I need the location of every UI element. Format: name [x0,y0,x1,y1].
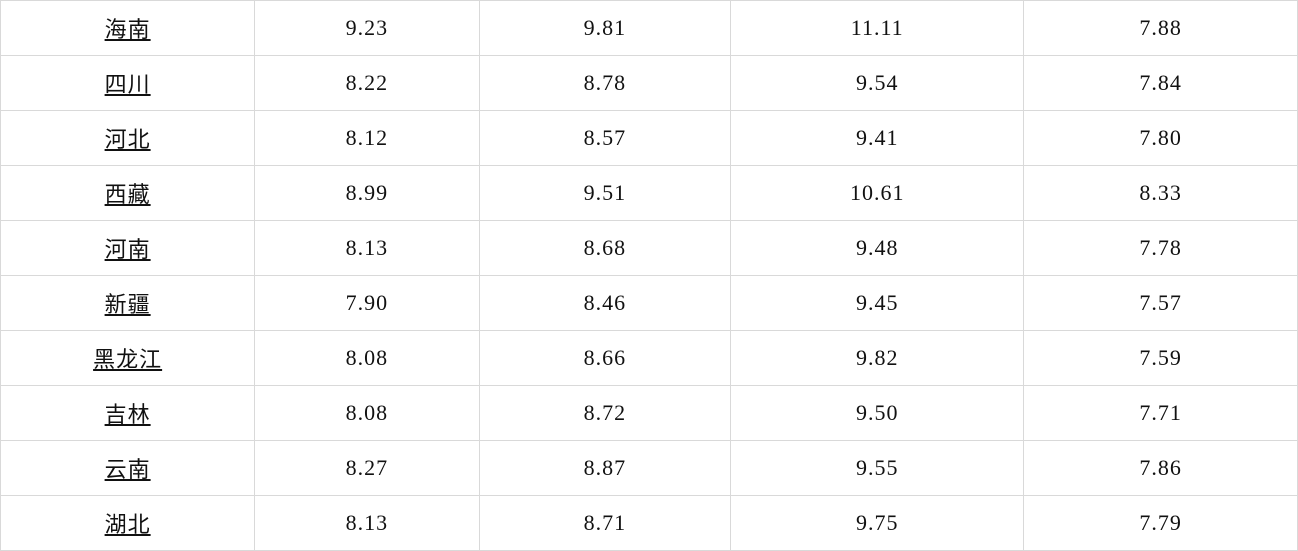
value-cell: 8.08 [255,331,479,386]
value-cell: 7.71 [1024,386,1298,441]
value-cell: 8.08 [255,386,479,441]
value-cell: 9.41 [731,111,1024,166]
value-cell: 9.81 [479,1,731,56]
value-cell: 8.22 [255,56,479,111]
value-cell: 8.12 [255,111,479,166]
value-cell: 7.80 [1024,111,1298,166]
value-cell: 7.84 [1024,56,1298,111]
value-cell: 8.68 [479,221,731,276]
province-cell[interactable]: 西藏 [1,166,255,221]
value-cell: 7.59 [1024,331,1298,386]
value-cell: 8.72 [479,386,731,441]
price-table: 海南 9.23 9.81 11.11 7.88 四川 8.22 8.78 9.5… [0,0,1298,551]
value-cell: 9.45 [731,276,1024,331]
price-table-wrap: 海南 9.23 9.81 11.11 7.88 四川 8.22 8.78 9.5… [0,0,1298,551]
table-row: 新疆 7.90 8.46 9.45 7.57 [1,276,1298,331]
value-cell: 9.75 [731,496,1024,551]
value-cell: 8.71 [479,496,731,551]
table-row: 湖北 8.13 8.71 9.75 7.79 [1,496,1298,551]
value-cell: 8.33 [1024,166,1298,221]
value-cell: 9.55 [731,441,1024,496]
value-cell: 10.61 [731,166,1024,221]
value-cell: 8.13 [255,221,479,276]
price-table-body: 海南 9.23 9.81 11.11 7.88 四川 8.22 8.78 9.5… [1,1,1298,551]
table-row: 西藏 8.99 9.51 10.61 8.33 [1,166,1298,221]
value-cell: 9.82 [731,331,1024,386]
value-cell: 7.78 [1024,221,1298,276]
table-row: 四川 8.22 8.78 9.54 7.84 [1,56,1298,111]
value-cell: 9.50 [731,386,1024,441]
value-cell: 7.88 [1024,1,1298,56]
value-cell: 9.51 [479,166,731,221]
table-row: 云南 8.27 8.87 9.55 7.86 [1,441,1298,496]
province-cell[interactable]: 云南 [1,441,255,496]
value-cell: 7.90 [255,276,479,331]
value-cell: 7.79 [1024,496,1298,551]
table-row: 吉林 8.08 8.72 9.50 7.71 [1,386,1298,441]
value-cell: 9.48 [731,221,1024,276]
province-cell[interactable]: 河北 [1,111,255,166]
province-cell[interactable]: 海南 [1,1,255,56]
province-cell[interactable]: 新疆 [1,276,255,331]
value-cell: 9.54 [731,56,1024,111]
province-cell[interactable]: 黑龙江 [1,331,255,386]
table-row: 海南 9.23 9.81 11.11 7.88 [1,1,1298,56]
value-cell: 7.57 [1024,276,1298,331]
value-cell: 8.66 [479,331,731,386]
value-cell: 7.86 [1024,441,1298,496]
value-cell: 11.11 [731,1,1024,56]
province-cell[interactable]: 吉林 [1,386,255,441]
province-cell[interactable]: 湖北 [1,496,255,551]
value-cell: 8.99 [255,166,479,221]
value-cell: 8.46 [479,276,731,331]
value-cell: 8.78 [479,56,731,111]
value-cell: 8.57 [479,111,731,166]
table-row: 河南 8.13 8.68 9.48 7.78 [1,221,1298,276]
value-cell: 8.87 [479,441,731,496]
province-cell[interactable]: 四川 [1,56,255,111]
value-cell: 8.13 [255,496,479,551]
value-cell: 8.27 [255,441,479,496]
table-row: 黑龙江 8.08 8.66 9.82 7.59 [1,331,1298,386]
value-cell: 9.23 [255,1,479,56]
table-row: 河北 8.12 8.57 9.41 7.80 [1,111,1298,166]
province-cell[interactable]: 河南 [1,221,255,276]
